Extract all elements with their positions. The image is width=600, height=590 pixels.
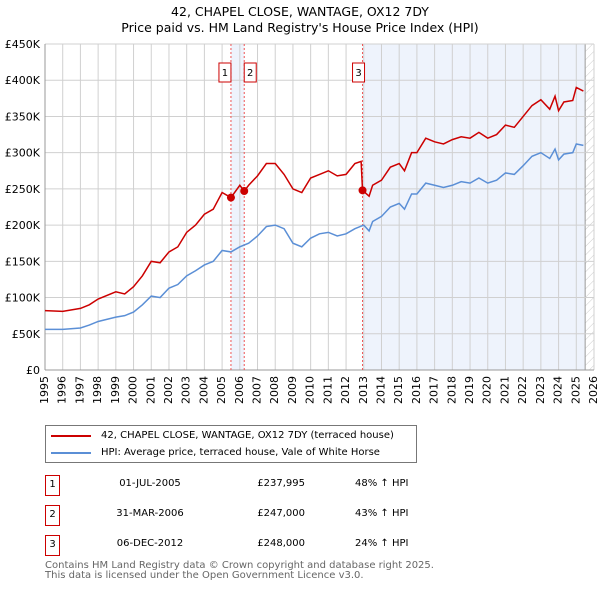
legend-swatch-hpi (51, 451, 91, 454)
sale-point (240, 187, 249, 196)
sale-point (358, 186, 367, 195)
sale-marker-badge: 3 (45, 535, 60, 556)
y-tick-label: £450K (5, 38, 41, 51)
sale-label: 1 (222, 68, 228, 79)
sale-marker-badge: 2 (45, 505, 60, 526)
x-tick-label: 1995 (38, 376, 51, 404)
y-tick-label: £50K (12, 328, 41, 341)
x-tick-label: 2007 (251, 376, 264, 404)
x-tick-label: 2017 (428, 376, 441, 404)
legend-item-hpi: HPI: Average price, terraced house, Vale… (51, 447, 380, 458)
x-tick-label: 2016 (410, 376, 423, 404)
sale-marker-badge: 1 (45, 475, 60, 496)
sale-row-3: 3 06-DEC-2012 £248,000 24% ↑ HPI (45, 535, 445, 556)
chart-title: 42, CHAPEL CLOSE, WANTAGE, OX12 7DY (171, 4, 429, 19)
x-tick-label: 2021 (498, 376, 511, 404)
y-tick-label: £200K (5, 219, 41, 232)
shaded-region (362, 44, 586, 370)
x-tick-label: 1996 (56, 376, 69, 404)
sale-date: 31-MAR-2006 (116, 508, 184, 519)
price-paid-line (44, 86, 584, 313)
sale-hpi-diff: 48% ↑ HPI (355, 478, 409, 489)
x-tick-label: 2004 (197, 376, 210, 404)
sale-label-box (243, 62, 257, 83)
sale-label-box (218, 62, 232, 83)
sale-price: £247,000 (257, 508, 305, 519)
x-tick-label: 1998 (91, 376, 104, 404)
sale-date: 06-DEC-2012 (116, 538, 184, 549)
footer-copyright: Contains HM Land Registry data © Crown c… (45, 560, 434, 571)
x-tick-label: 2010 (304, 376, 317, 404)
x-tick-label: 2000 (127, 376, 140, 404)
x-tick-label: 2005 (215, 376, 228, 404)
footer-licence: This data is licensed under the Open Gov… (45, 570, 364, 581)
legend-label-price: 42, CHAPEL CLOSE, WANTAGE, OX12 7DY (ter… (101, 430, 394, 441)
x-tick-label: 2014 (374, 376, 387, 404)
x-tick-label: 2019 (463, 376, 476, 404)
x-tick-label: 1999 (109, 376, 122, 404)
sale-row-1: 1 01-JUL-2005 £237,995 48% ↑ HPI (45, 475, 445, 496)
y-tick-label: £100K (5, 292, 41, 305)
x-tick-label: 2006 (233, 376, 246, 404)
x-tick-label: 2013 (357, 376, 370, 404)
sale-label: 2 (247, 68, 253, 79)
y-tick-label: £250K (5, 183, 41, 196)
x-tick-label: 2003 (180, 376, 193, 404)
sale-hpi-diff: 43% ↑ HPI (355, 508, 409, 519)
x-tick-label: 2011 (321, 376, 334, 404)
forecast-hatch (585, 44, 594, 370)
x-tick-label: 1997 (73, 376, 86, 404)
x-tick-label: 2001 (144, 376, 157, 404)
sale-hpi-diff: 24% ↑ HPI (355, 538, 409, 549)
y-tick-label: £150K (5, 255, 41, 268)
x-tick-label: 2022 (516, 376, 529, 404)
chart-subtitle: Price paid vs. HM Land Registry's House … (121, 20, 479, 35)
x-tick-label: 2009 (286, 376, 299, 404)
sale-date: 01-JUL-2005 (119, 478, 181, 489)
x-tick-label: 2008 (268, 376, 281, 404)
hpi-line (45, 143, 584, 331)
x-tick-label: 2018 (445, 376, 458, 404)
legend-label-hpi: HPI: Average price, terraced house, Vale… (101, 447, 380, 458)
x-tick-label: 2024 (552, 376, 565, 404)
sale-label: 3 (355, 68, 361, 79)
sale-row-2: 2 31-MAR-2006 £247,000 43% ↑ HPI (45, 505, 445, 526)
x-tick-label: 2023 (534, 376, 547, 404)
x-tick-label: 2025 (569, 376, 582, 404)
y-tick-label: £0 (26, 364, 40, 377)
legend-item-price: 42, CHAPEL CLOSE, WANTAGE, OX12 7DY (ter… (51, 430, 394, 441)
x-tick-label: 2026 (587, 376, 600, 404)
x-tick-label: 2015 (392, 376, 405, 404)
x-tick-label: 2002 (162, 376, 175, 404)
x-tick-label: 2012 (339, 376, 352, 404)
y-tick-label: £400K (5, 74, 41, 87)
sale-label-box (352, 62, 366, 83)
y-tick-label: £300K (5, 147, 41, 160)
shaded-region (230, 44, 245, 370)
legend: 42, CHAPEL CLOSE, WANTAGE, OX12 7DY (ter… (45, 425, 417, 463)
y-tick-label: £350K (5, 110, 41, 123)
sale-price: £248,000 (257, 538, 305, 549)
plot-area: 1995 1996 1997 1998 1999 2000 2001 2002 2003 2004… (5, 38, 600, 404)
legend-swatch-price (51, 434, 91, 437)
sale-price: £237,995 (257, 478, 305, 489)
sale-point (226, 193, 235, 202)
x-tick-label: 2020 (481, 376, 494, 404)
